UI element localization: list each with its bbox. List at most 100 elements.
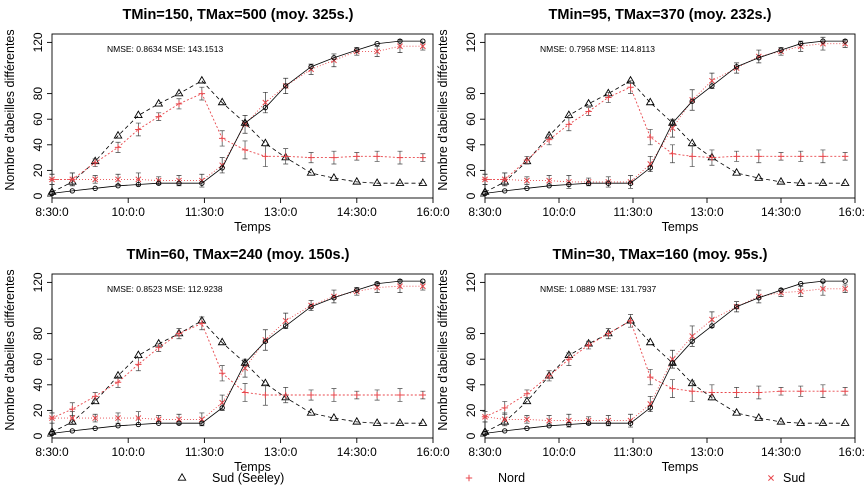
data-point [524, 185, 530, 191]
data-point [756, 55, 762, 61]
series-sud [482, 36, 849, 189]
data-point [418, 178, 428, 186]
x-tick-label: 8:30:0 [468, 205, 502, 219]
x-tick-label: 10:0:0 [542, 445, 576, 459]
data-point [352, 416, 362, 425]
data-point [69, 428, 75, 434]
series-line [51, 280, 423, 434]
data-point [282, 391, 289, 399]
data-point [282, 317, 289, 324]
data-point [218, 370, 226, 377]
data-point [647, 133, 654, 141]
data-point [49, 415, 55, 422]
data-point [330, 391, 338, 399]
data-point [283, 83, 289, 89]
data-point [199, 180, 205, 186]
data-point [482, 190, 488, 197]
series-line [51, 322, 423, 419]
legend-marker [177, 472, 187, 481]
data-point [778, 47, 784, 53]
data-point [777, 153, 785, 160]
data-point [645, 97, 655, 106]
data-point [754, 412, 764, 421]
x-axis-label: Temps [662, 220, 699, 234]
plot-frame [51, 273, 434, 439]
x-tick-label: 13:0:0 [690, 445, 724, 459]
x-tick-label: 14:30:0 [337, 445, 377, 459]
data-point [546, 177, 553, 184]
data-point [585, 108, 592, 115]
data-point [373, 391, 381, 399]
y-tick-label: 40 [31, 138, 45, 152]
y-axis-label: Nombre d'abeilles différentes [3, 29, 17, 190]
y-tick-label: 60 [31, 352, 45, 366]
data-point [796, 418, 806, 426]
data-point [135, 415, 142, 422]
data-point [395, 418, 405, 426]
data-point [546, 183, 552, 189]
data-point [155, 416, 162, 423]
x-tick-label: 16:0:0 [838, 445, 865, 459]
data-point [566, 181, 572, 188]
data-point [155, 344, 162, 351]
x-axis-label: Temps [662, 460, 699, 474]
data-point [156, 420, 162, 426]
data-point [331, 55, 337, 61]
chart-title: TMin=60, TMax=240 (moy. 150s.) [127, 247, 350, 263]
data-point [242, 360, 248, 366]
data-point [689, 153, 696, 160]
legend-label: Sud [783, 471, 805, 485]
data-point [564, 110, 574, 119]
data-point [262, 105, 269, 111]
chart-panel-1: TMin=150, TMax=500 (moy. 325s.) NMSE: 0.8… [3, 7, 450, 234]
series-line [52, 93, 423, 180]
data-point [420, 38, 426, 44]
data-point [198, 416, 205, 423]
series-line [51, 80, 423, 193]
data-point [709, 323, 715, 329]
data-point [330, 154, 338, 161]
x-tick-label: 10:0:0 [112, 445, 146, 459]
data-point [818, 178, 828, 186]
data-point [732, 167, 742, 176]
data-point [306, 167, 316, 176]
data-point [501, 404, 508, 412]
series-line [485, 43, 846, 183]
y-tick-label: 0 [464, 432, 478, 439]
x-tick-label: 14:30:0 [761, 445, 801, 459]
y-tick-label: 40 [464, 378, 478, 392]
data-point [523, 416, 530, 423]
series-line [484, 320, 846, 433]
data-point [396, 391, 404, 399]
data-point [374, 281, 380, 287]
series-model [482, 278, 848, 437]
y-tick-label: 40 [31, 378, 45, 392]
data-point [135, 361, 142, 368]
data-point [354, 287, 360, 293]
data-point [156, 180, 162, 186]
data-point [585, 180, 592, 186]
data-point [176, 420, 182, 426]
data-point [397, 43, 403, 50]
data-point [115, 183, 121, 189]
x-tick-label: 11:30:0 [185, 445, 224, 459]
data-point [217, 337, 227, 346]
data-point [669, 120, 676, 126]
data-point [135, 176, 142, 183]
y-tick-label: 80 [31, 327, 45, 341]
chart-title: TMin=150, TMax=500 (moy. 325s.) [122, 7, 353, 23]
data-point [584, 98, 594, 107]
data-point [797, 288, 804, 295]
data-point [819, 153, 827, 160]
y-tick-label: 20 [464, 403, 478, 417]
data-point [754, 172, 764, 181]
data-point [114, 379, 122, 386]
data-point [420, 278, 426, 284]
data-point [419, 283, 426, 290]
data-point [798, 281, 804, 287]
y-tick-label: 0 [464, 192, 478, 199]
data-point [397, 283, 403, 290]
chart-title: TMin=95, TMax=370 (moy. 232s.) [549, 7, 772, 23]
series-model [49, 278, 426, 437]
